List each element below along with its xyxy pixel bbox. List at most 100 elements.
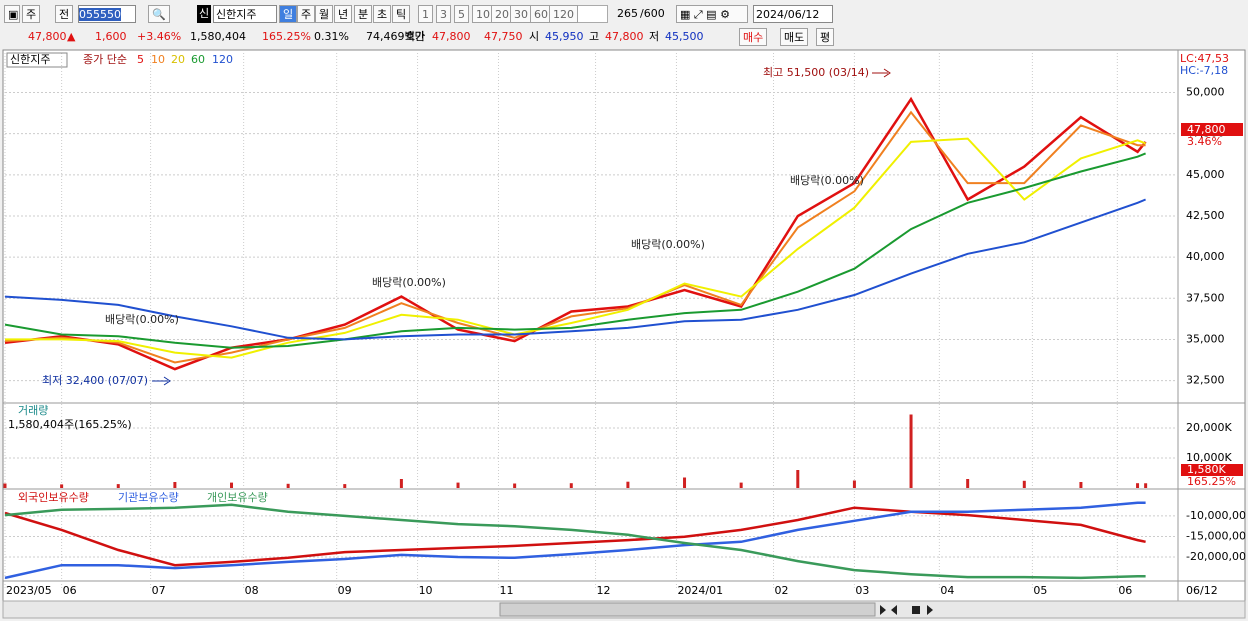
y-tick-label: -20,000,00 bbox=[1186, 550, 1246, 563]
label: 고 bbox=[589, 30, 600, 43]
price: 47,800 bbox=[28, 30, 67, 43]
unit-button[interactable]: 주 bbox=[297, 5, 316, 23]
series-line bbox=[4, 503, 1146, 580]
code-input[interactable]: 055550 bbox=[79, 8, 121, 21]
volume-bar bbox=[116, 484, 120, 488]
volume-bar bbox=[909, 414, 913, 488]
volume-bar bbox=[683, 477, 687, 488]
buy-button[interactable]: 매수 bbox=[739, 28, 768, 46]
interval-button[interactable]: 3 bbox=[436, 5, 451, 23]
y-tick-label: -10,000,00 bbox=[1186, 509, 1246, 522]
stock-name[interactable]: 신한지주 bbox=[213, 5, 277, 23]
arrow: ▲ bbox=[67, 30, 76, 43]
legend-entry: 120 bbox=[212, 53, 233, 66]
last-rate: 3.46% bbox=[1187, 135, 1222, 148]
period[interactable]: 주 bbox=[22, 5, 41, 23]
unit-button[interactable]: 일 bbox=[279, 5, 298, 23]
legend-entry: 5 bbox=[137, 53, 144, 66]
legend-entry: 10 bbox=[151, 53, 165, 66]
scroll-controls bbox=[880, 605, 933, 615]
last-volume-rate: 165.25% bbox=[1187, 475, 1236, 488]
unit-button[interactable]: 틱 bbox=[392, 5, 411, 23]
legend-entry: 기관보유수량 bbox=[118, 491, 179, 504]
last-volume: 1,580K bbox=[1187, 463, 1226, 476]
unit-button[interactable]: 초 bbox=[373, 5, 392, 23]
interval-button[interactable]: 60 bbox=[530, 5, 552, 23]
scroll-thumb bbox=[499, 602, 876, 617]
stock-name: 신한지주 bbox=[10, 53, 50, 66]
pane-subtitle: 1,580,404주(165.25%) bbox=[8, 418, 132, 431]
volume-bar bbox=[286, 483, 290, 488]
volume-bar bbox=[852, 480, 856, 488]
date[interactable]: 2024/06/12 bbox=[753, 5, 833, 23]
icon[interactable]: ▣ bbox=[4, 5, 20, 23]
annotation: 최저 32,400 (07/07) bbox=[42, 374, 148, 387]
legend-entry: 개인보유수량 bbox=[207, 491, 268, 504]
open: 45,950 bbox=[545, 30, 584, 43]
max: /600 bbox=[640, 7, 665, 20]
volume-bar bbox=[966, 479, 970, 488]
label: 시 bbox=[529, 30, 540, 43]
x-tick-label: 10 bbox=[419, 584, 433, 597]
legend-entry: 외국인보유수량 bbox=[18, 491, 89, 504]
x-tick-label: 02 bbox=[775, 584, 789, 597]
x-tick-label: 05 bbox=[1033, 584, 1047, 597]
volume-bar bbox=[513, 483, 517, 488]
x-tick-label: 06 bbox=[1118, 584, 1132, 597]
annotation: 배당락(0.00%) bbox=[105, 313, 179, 326]
legend-entry: 60 bbox=[191, 53, 205, 66]
label: 호가 bbox=[405, 30, 426, 43]
prev[interactable]: 전 bbox=[55, 5, 74, 23]
chart-bg bbox=[2, 49, 1246, 602]
ask: 47,800 bbox=[432, 30, 471, 43]
volume: 1,580,404 bbox=[190, 30, 246, 43]
x-tick-label: 04 bbox=[940, 584, 954, 597]
arrow bbox=[152, 376, 171, 386]
interval-button[interactable]: 5 bbox=[454, 5, 469, 23]
pane-title: 거래량 bbox=[18, 404, 48, 417]
last-box bbox=[1181, 123, 1243, 136]
volume-bar bbox=[456, 482, 460, 488]
y-tick-label: 10,000K bbox=[1186, 451, 1232, 464]
y-tick-label: 32,500 bbox=[1186, 374, 1225, 387]
high: 47,800 bbox=[605, 30, 644, 43]
volume-rate: 165.25% bbox=[262, 30, 311, 43]
legend-entry: 20 bbox=[171, 53, 185, 66]
y-tick-label: 20,000K bbox=[1186, 421, 1232, 434]
volume-bar bbox=[626, 481, 630, 488]
y-tick-label: 47,500 bbox=[1186, 127, 1225, 140]
volume-bar bbox=[796, 470, 800, 488]
interval-button[interactable]: 10 bbox=[472, 5, 494, 23]
y-tick-label: 37,500 bbox=[1186, 291, 1225, 304]
interval-button[interactable]: 30 bbox=[510, 5, 532, 23]
series-line bbox=[4, 96, 1147, 371]
volume-bar bbox=[173, 482, 177, 488]
x-end-label: 06/12 bbox=[1186, 584, 1218, 597]
avg-button[interactable]: 평 bbox=[816, 28, 835, 46]
market: 신 bbox=[197, 5, 212, 23]
change: 1,600 bbox=[95, 30, 127, 43]
interval-button[interactable]: 120 bbox=[549, 5, 578, 23]
low: 45,500 bbox=[665, 30, 704, 43]
rate: +3.46% bbox=[137, 30, 182, 43]
annotation: 최고 51,500 (03/14) bbox=[763, 66, 869, 79]
y-tick-label: 35,000 bbox=[1186, 332, 1225, 345]
x-tick-label: 2024/01 bbox=[677, 584, 723, 597]
y-tick-label: -15,000,00 bbox=[1186, 529, 1246, 542]
annotation: 배당락(0.00%) bbox=[631, 238, 705, 251]
hc-label: HC:-7,18 bbox=[1180, 64, 1228, 77]
annotation: 배당락(0.00%) bbox=[372, 276, 446, 289]
y-tick-label: 40,000 bbox=[1186, 250, 1225, 263]
unit-button[interactable]: 년 bbox=[334, 5, 353, 23]
label: 저 bbox=[649, 30, 660, 43]
bid: 47,750 bbox=[484, 30, 523, 43]
volume-bar bbox=[60, 484, 64, 488]
unit-button[interactable]: 분 bbox=[354, 5, 373, 23]
unit-button[interactable]: 월 bbox=[315, 5, 334, 23]
interval-button[interactable]: 1 bbox=[418, 5, 433, 23]
search[interactable]: 🔍 bbox=[148, 5, 170, 23]
tools[interactable]: ▦ ⤢ ▤ ⚙ bbox=[676, 5, 748, 23]
sell-button[interactable]: 매도 bbox=[780, 28, 809, 46]
